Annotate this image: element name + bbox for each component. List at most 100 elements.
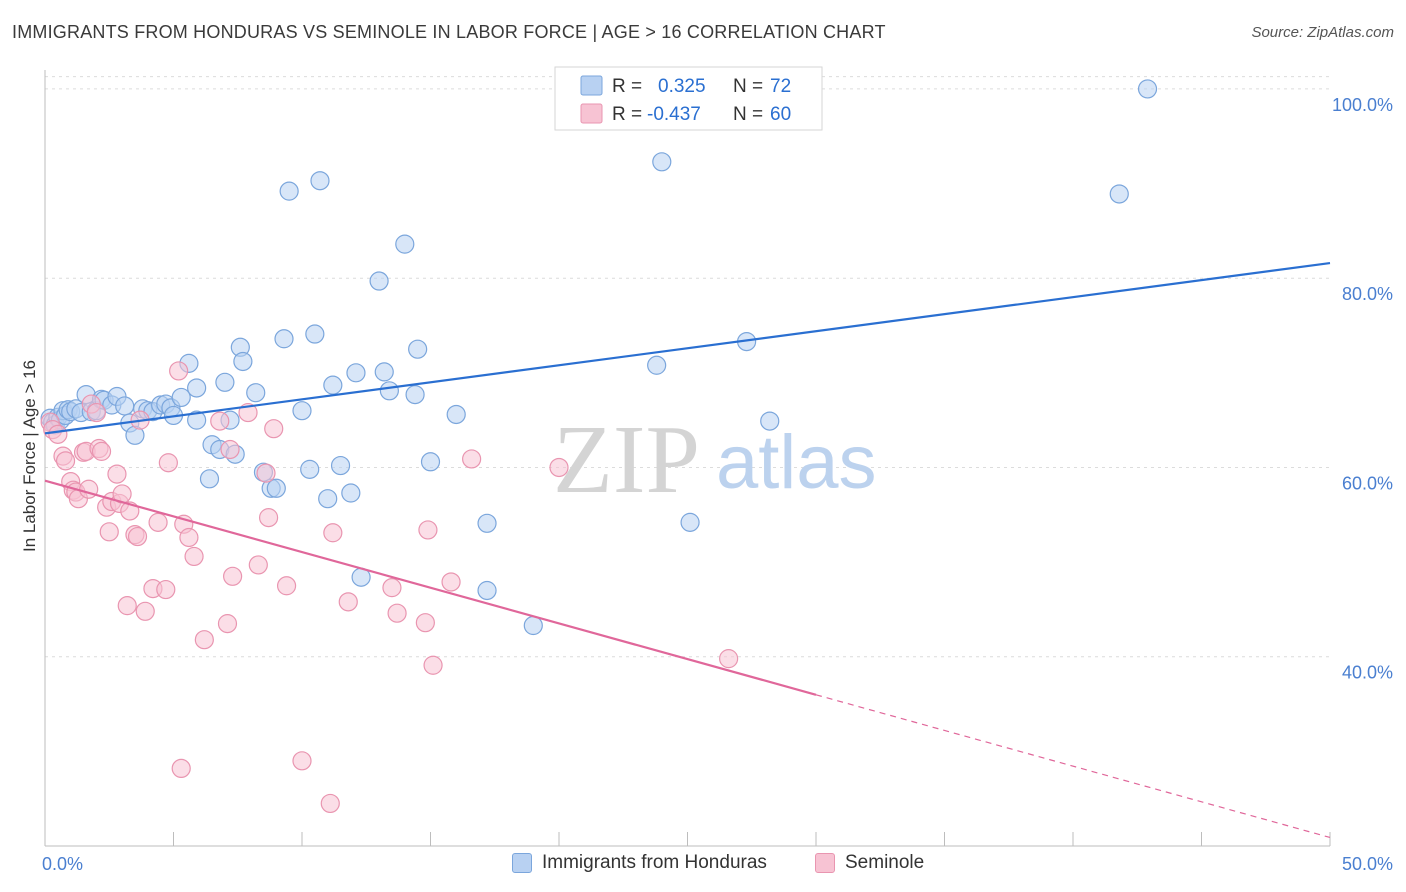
y-tick-label: 80.0%: [1342, 284, 1393, 304]
point-seminole: [171, 758, 191, 779]
legend-n-label: N =: [733, 104, 763, 125]
point-seminole: [127, 526, 148, 547]
data-points: [40, 79, 1158, 814]
legend-r-value: -0.437: [647, 104, 701, 125]
legend-r-value: 0.325: [658, 76, 706, 97]
y-tick-labels: 40.0% 60.0% 80.0% 100.0%: [1332, 95, 1393, 683]
point-honduras: [215, 372, 235, 392]
point-honduras: [420, 452, 441, 472]
correlation-legend: R = 0.325 N = 72 R = -0.437 N = 60: [554, 66, 823, 131]
point-honduras: [408, 339, 428, 359]
watermark-atlas: atlas: [716, 420, 877, 505]
point-honduras: [274, 329, 294, 349]
legend-r-label: R =: [612, 76, 642, 97]
axes: [44, 70, 1331, 847]
point-seminole: [258, 508, 279, 528]
point-honduras: [652, 152, 672, 172]
point-seminole: [179, 527, 199, 548]
point-honduras: [369, 271, 389, 291]
y-axis-label: In Labor Force | Age > 16: [20, 360, 39, 552]
point-seminole: [194, 630, 214, 650]
point-honduras: [305, 324, 325, 344]
point-seminole: [220, 439, 240, 460]
point-honduras: [266, 478, 286, 498]
point-honduras: [680, 512, 700, 532]
trendline-honduras: [44, 261, 1331, 435]
point-seminole: [158, 453, 178, 473]
x-tick-label: 50.0%: [1342, 854, 1393, 874]
point-honduras: [1137, 79, 1158, 99]
watermark: ZIP atlas: [553, 406, 877, 514]
point-seminole: [276, 576, 297, 596]
point-seminole: [323, 523, 343, 543]
point-seminole: [719, 649, 739, 669]
point-seminole: [264, 419, 284, 439]
point-honduras: [233, 351, 253, 372]
point-seminole: [48, 424, 68, 444]
point-seminole: [248, 555, 268, 575]
point-seminole: [418, 520, 438, 540]
point-honduras: [477, 580, 497, 601]
point-honduras: [446, 404, 466, 425]
trend-lines: [44, 261, 1331, 839]
point-seminole: [86, 402, 107, 423]
point-seminole: [217, 614, 238, 634]
point-seminole: [148, 512, 168, 532]
x-tick-label: 0.0%: [42, 854, 83, 874]
point-honduras: [310, 171, 330, 191]
point-honduras: [199, 469, 220, 489]
point-seminole: [91, 441, 112, 461]
point-honduras: [187, 410, 207, 430]
point-honduras: [523, 615, 543, 636]
y-tick-label: 40.0%: [1342, 663, 1393, 683]
point-seminole: [117, 596, 137, 616]
point-honduras: [374, 362, 394, 382]
point-honduras: [171, 387, 191, 408]
y-tick-label: 60.0%: [1342, 473, 1393, 493]
point-seminole: [382, 578, 402, 598]
point-seminole: [462, 449, 482, 469]
trendline-seminole-extension: [815, 694, 1331, 839]
legend-swatch-honduras: [512, 853, 532, 873]
legend-item-honduras[interactable]: Immigrants from Honduras: [512, 852, 767, 874]
point-seminole: [210, 411, 230, 431]
legend-label-honduras: Immigrants from Honduras: [542, 852, 767, 873]
x-tick-labels: 0.0% 50.0%: [42, 854, 1393, 874]
legend-r-label: R =: [612, 104, 642, 125]
point-seminole: [107, 464, 127, 484]
point-honduras: [405, 384, 425, 405]
point-honduras: [477, 513, 497, 533]
legend-label-seminole: Seminole: [845, 852, 925, 873]
point-seminole: [99, 522, 119, 542]
legend-n-value: 72: [770, 76, 791, 97]
point-seminole: [223, 566, 243, 586]
trendline-seminole: [44, 479, 817, 696]
legend-swatch-blue: [580, 75, 603, 96]
point-seminole: [320, 793, 340, 814]
watermark-zip: ZIP: [553, 406, 700, 514]
point-seminole: [338, 592, 358, 612]
point-seminole: [549, 457, 569, 478]
point-honduras: [318, 489, 338, 509]
legend-item-seminole[interactable]: Seminole: [815, 852, 924, 874]
point-honduras: [279, 181, 299, 201]
point-seminole: [415, 613, 435, 633]
point-seminole: [135, 601, 155, 621]
point-seminole: [387, 603, 407, 623]
point-honduras: [346, 363, 366, 383]
point-honduras: [760, 411, 780, 431]
point-honduras: [341, 483, 361, 503]
point-seminole: [156, 579, 176, 600]
point-seminole: [423, 655, 443, 675]
point-honduras: [292, 401, 312, 421]
point-honduras: [647, 355, 667, 375]
point-honduras: [323, 375, 343, 395]
point-honduras: [379, 381, 399, 401]
point-honduras: [330, 455, 351, 476]
point-honduras: [187, 378, 207, 398]
legend-n-label: N =: [733, 76, 763, 97]
legend-n-value: 60: [770, 104, 791, 125]
point-seminole: [184, 546, 204, 567]
y-tick-label: 100.0%: [1332, 95, 1393, 115]
